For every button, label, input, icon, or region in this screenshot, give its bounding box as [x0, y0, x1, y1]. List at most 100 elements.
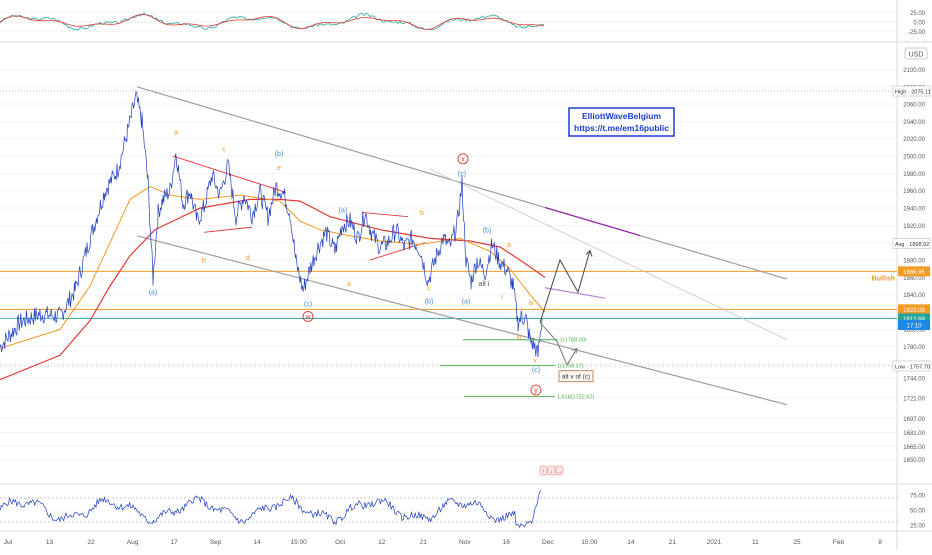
price-tick-label: 1880.00 [903, 259, 925, 265]
watermark-box [568, 107, 675, 137]
price-tag [898, 313, 930, 324]
moving-averages [0, 185, 546, 381]
price-tick-label: 1650.00 [903, 458, 925, 464]
time-tick-label: 25 [793, 539, 801, 546]
rsi-pane: 75.00 50.00 25.00 [0, 490, 926, 530]
rsi-line [0, 490, 542, 529]
price-tick-label: 1920.00 [903, 224, 925, 230]
fib-level-label: 1.618(1722.62) [557, 394, 594, 400]
flag-lower-line [369, 242, 426, 261]
price-tag [898, 320, 930, 331]
time-tick-label: 15:00 [291, 539, 308, 546]
callout-box [558, 370, 594, 383]
wave-label: c [222, 147, 226, 154]
wave-label: (a) [339, 207, 348, 214]
price-marker-label: Avg · 1898.92 [895, 242, 929, 248]
price-line [0, 90, 543, 358]
wave-label: c [427, 285, 431, 292]
price-tick-label: 1780.00 [903, 345, 925, 351]
ma-slow-line [0, 198, 546, 381]
time-tick-label: 11 [752, 539, 759, 546]
top-oscillator-pane: 25.00 0.00 -25.00 [0, 11, 926, 36]
price-tick-label: 1681.00 [903, 431, 925, 437]
wave-label: iii [517, 335, 522, 342]
wave-label: (c) [458, 171, 466, 178]
shortcut-icon[interactable]: ↑ [542, 469, 545, 475]
horizontal-levels: Bullish [0, 90, 897, 367]
shortcut-icon[interactable]: → [557, 469, 563, 475]
price-tag-label: 1823.08 [903, 308, 925, 314]
rsi-tick-label: 50.00 [910, 509, 926, 515]
channel-purple-segment [544, 206, 641, 237]
watermark-link: https://t.me/em16public [574, 123, 669, 133]
time-tick-label: 14 [254, 539, 262, 546]
projection-paths [539, 249, 593, 366]
price-tick-label: 1860.00 [903, 276, 925, 282]
rsi-tick-label: 75.00 [910, 494, 926, 500]
time-tick-label: 14 [627, 539, 635, 546]
wave-label: b [202, 258, 206, 265]
projection-alt-path [539, 322, 578, 366]
price-axis: 2100.002080.002060.002040.002020.002000.… [892, 68, 931, 464]
price-tick-label: 2040.00 [903, 120, 925, 126]
time-tick-label: 21 [669, 539, 677, 546]
fib-level-label: 1(1788.00) [560, 338, 587, 344]
shortcut-badge[interactable] [547, 465, 556, 476]
price-series [0, 90, 543, 358]
time-tick-label: 17 [170, 539, 178, 546]
fib-level-label: 1(1758.17) [557, 364, 584, 370]
currency-label[interactable]: USD [904, 47, 928, 60]
bullish-label: Bullish [872, 275, 895, 282]
price-tick-label: 1800.00 [903, 328, 925, 334]
price-tick-label: 1980.00 [903, 172, 925, 178]
price-marker-label: High · 2075.11 [895, 90, 931, 96]
projection-main-path [539, 250, 591, 323]
time-tick-label: Aug [127, 539, 139, 546]
projection-alt-arrowhead [571, 347, 578, 354]
time-tick-label: 8 [878, 539, 882, 546]
wave-label: (b) [425, 298, 434, 305]
price-tick-label: 1744.00 [903, 376, 925, 382]
price-tick-label: 1960.00 [903, 189, 925, 195]
shortcut-badge[interactable] [539, 465, 548, 476]
price-tag [898, 304, 930, 315]
time-tick-label: Nov [459, 539, 471, 546]
oscillator-line-a [0, 12, 545, 31]
shortcut-badge[interactable] [555, 465, 564, 476]
circled-wave-label: w [304, 314, 311, 321]
wave-label: d [246, 255, 250, 262]
price-marker-label: Low · 1757.70 [895, 365, 930, 371]
triangle-lower-line [203, 226, 253, 233]
price-tick-label: 2060.00 [903, 103, 925, 109]
wave-label: b [420, 210, 424, 217]
time-axis: Jul 13 22 Aug 17 Sep 14 15:00 Oct 12 21 Nov 16 Dec 15:… [4, 539, 882, 546]
price-tick-label: 1840.00 [903, 293, 925, 299]
price-tick-label: 2020.00 [903, 137, 925, 143]
wave-label: a [347, 281, 351, 288]
currency-badge [904, 47, 928, 60]
circled-wave-marker [457, 153, 469, 165]
price-marker-box [892, 85, 931, 97]
time-tick-label: 16 [503, 539, 511, 546]
wave-label: (a) [149, 290, 158, 297]
channel-mid-purple [544, 287, 606, 299]
price-tick-label: 1697.00 [903, 417, 925, 423]
oscillator-tick-label: -25.00 [908, 30, 926, 36]
wave-label: a [174, 129, 178, 136]
wave-label: a [507, 242, 511, 249]
price-tick-label: 2100.00 [903, 68, 925, 74]
wave-label: (b) [275, 151, 284, 158]
wave-label: (c) [304, 301, 312, 308]
shortcut-icon[interactable]: ↓ [550, 469, 553, 475]
fib-levels: 1(1788.00) 1(1758.17) 1.618(1722.62) [440, 338, 594, 400]
time-tick-label: 2021 [707, 539, 722, 546]
wave-label: i [501, 294, 503, 301]
wave-label: (c) [532, 367, 540, 374]
wave-label: e [277, 165, 281, 172]
price-tag-label: 1812.68 [903, 317, 925, 323]
time-tick-label: 21 [420, 539, 428, 546]
oscillator-line-b [0, 13, 545, 30]
price-tick-label: 1665.00 [903, 445, 925, 451]
